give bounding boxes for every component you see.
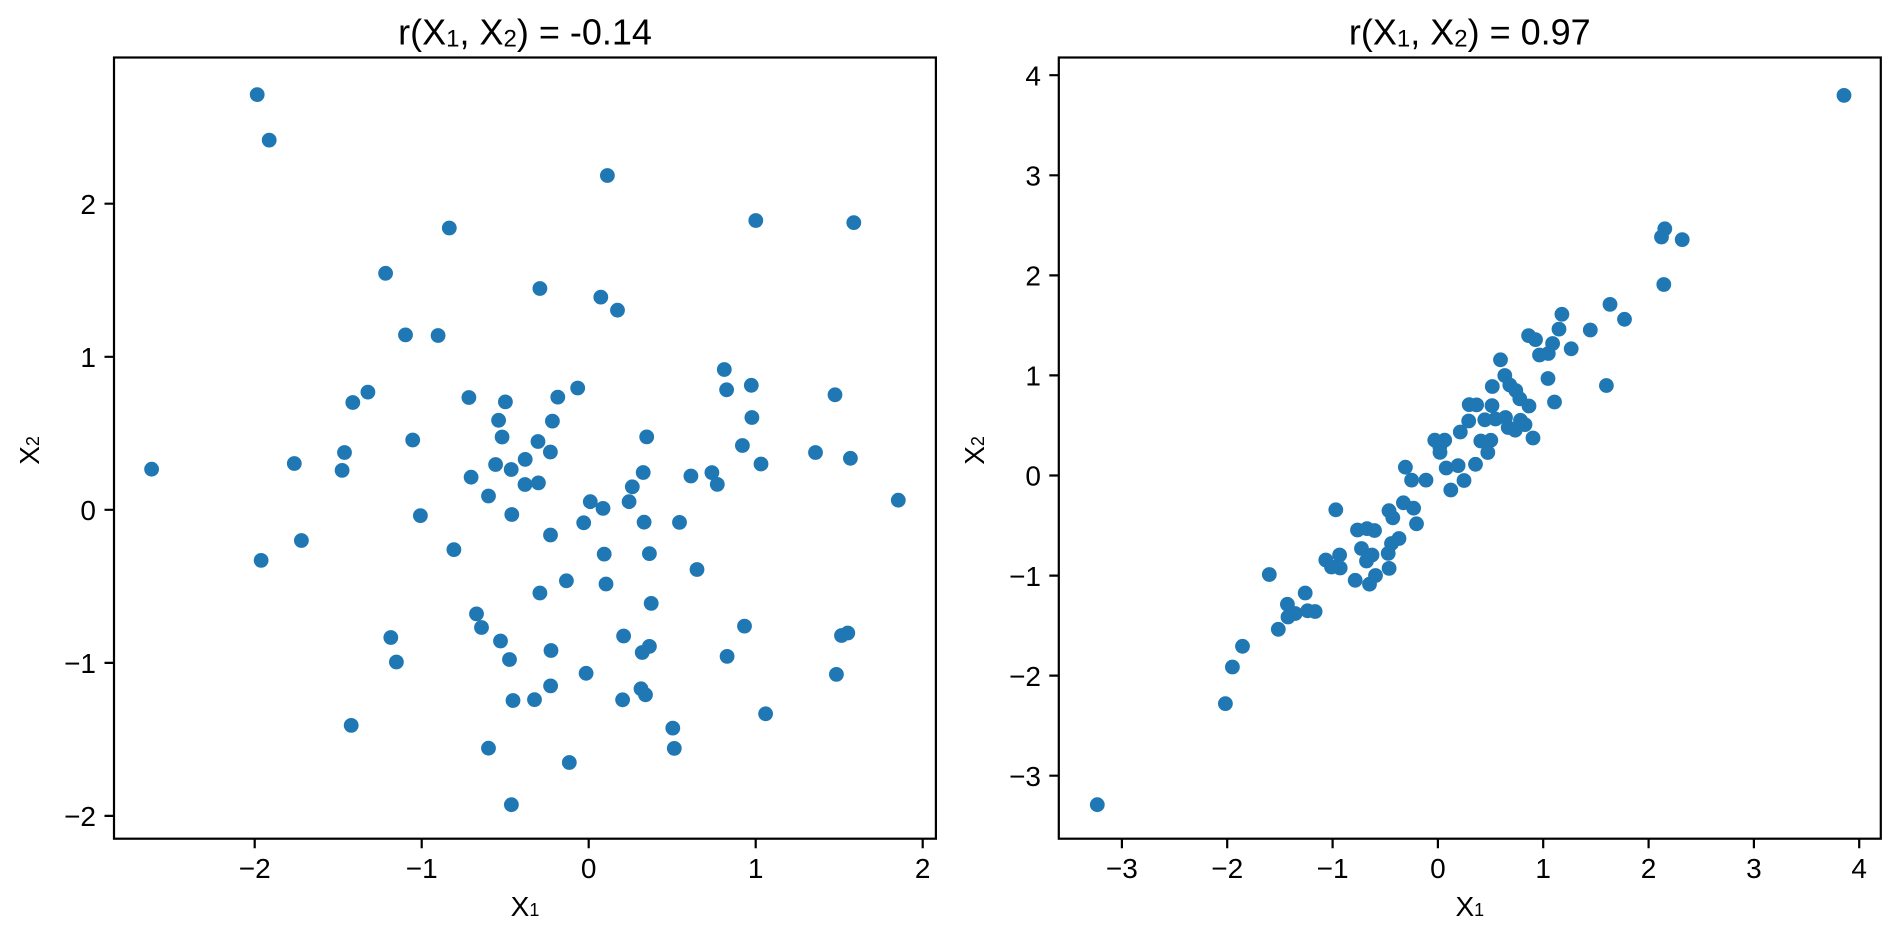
svg-text:0: 0 xyxy=(581,853,597,884)
svg-text:1: 1 xyxy=(80,342,96,373)
svg-text:2: 2 xyxy=(1025,261,1041,292)
svg-text:2: 2 xyxy=(80,189,96,220)
svg-text:1: 1 xyxy=(1535,853,1551,884)
svg-text:−1: −1 xyxy=(1009,561,1041,592)
svg-text:1: 1 xyxy=(748,853,764,884)
svg-text:r(X1, X2) = 0.97: r(X1, X2) = 0.97 xyxy=(1349,12,1591,53)
svg-text:−2: −2 xyxy=(1211,853,1243,884)
svg-text:−3: −3 xyxy=(1009,761,1041,792)
svg-text:−2: −2 xyxy=(239,853,271,884)
svg-text:3: 3 xyxy=(1746,853,1762,884)
svg-text:3: 3 xyxy=(1025,161,1041,192)
svg-text:2: 2 xyxy=(915,853,931,884)
svg-text:r(X1, X2) = -0.14: r(X1, X2) = -0.14 xyxy=(398,12,652,53)
svg-text:4: 4 xyxy=(1025,60,1041,91)
svg-text:4: 4 xyxy=(1851,853,1867,884)
svg-text:0: 0 xyxy=(1025,461,1041,492)
svg-text:−2: −2 xyxy=(1009,661,1041,692)
svg-text:0: 0 xyxy=(1430,853,1446,884)
svg-text:2: 2 xyxy=(1641,853,1657,884)
svg-text:−2: −2 xyxy=(64,801,96,832)
svg-text:−1: −1 xyxy=(1317,853,1349,884)
svg-text:1: 1 xyxy=(1025,361,1041,392)
svg-text:−1: −1 xyxy=(64,648,96,679)
svg-text:−3: −3 xyxy=(1106,853,1138,884)
svg-text:0: 0 xyxy=(80,495,96,526)
svg-text:−1: −1 xyxy=(406,853,438,884)
